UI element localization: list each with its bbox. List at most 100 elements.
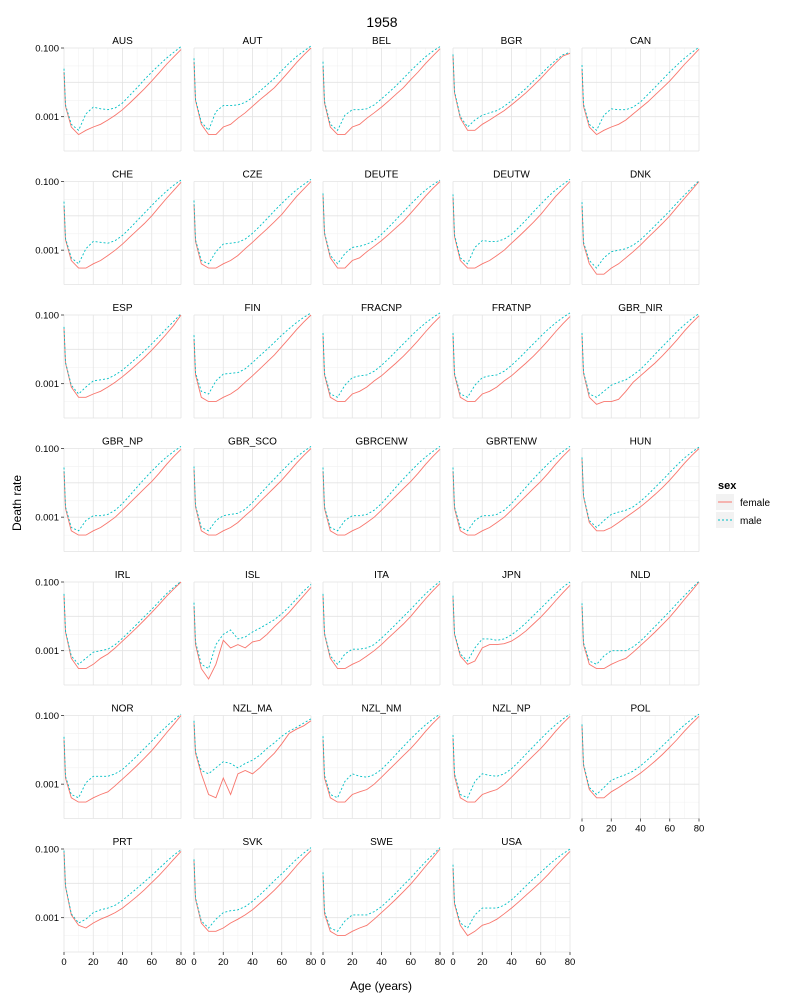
series-female-nor [63,715,182,803]
series-male-cze [193,179,312,265]
facet-label-nzl-nm: NZL_NM [361,704,401,715]
facet-panel-gbrtenw: GBRTENW [452,437,571,552]
facet-panels: AUS AUT BEL BGR CAN CHE CZE DEUTE DEUTW DNK ESP FIN… [63,36,700,953]
y-tick-label: 0.100 [35,311,59,322]
y-tick-label: 0.100 [35,44,59,55]
x-tick-label: 60 [405,957,416,968]
x-tick-label: 20 [477,957,488,968]
facet-label-aus: AUS [112,36,133,47]
facet-panel-cze: CZE [193,170,312,285]
series-female-che [63,181,182,269]
x-tick-label: 40 [247,957,258,968]
x-tick-label: 0 [191,957,196,968]
y-axis-label: Death rate [10,475,24,531]
series-female-aus [63,49,182,136]
legend-key-female: female [716,494,770,510]
legend-label-male: male [740,516,762,527]
facet-label-gbr-sco: GBR_SCO [228,437,277,448]
series-male-fratnp [452,312,571,398]
series-male-hun [581,446,700,529]
facet-panel-svk: SVK [193,837,312,953]
facet-panel-nzl-np: NZL_NP [452,704,571,819]
y-tick-label: 0.001 [35,379,59,390]
facet-panel-gbrcenw: GBRCENW [322,437,441,552]
series-male-ita [322,580,441,666]
series-female-nld [581,581,700,670]
series-female-cze [193,181,312,269]
series-male-deutw [452,179,571,265]
facet-label-deute: DEUTE [365,170,399,181]
series-male-gbr-sco [193,446,312,532]
facet-panel-nzl-nm: NZL_NM [322,704,441,819]
legend-key-male: male [716,512,762,528]
series-male-pol [581,713,700,796]
series-male-aus [63,46,182,132]
series-male-prt [63,849,182,924]
x-tick-label: 80 [694,824,705,835]
x-tick-label: 60 [276,957,287,968]
facet-panel-fin: FIN [193,303,312,419]
series-female-dnk [581,181,700,275]
facet-panel-che: CHE [63,170,182,285]
x-tick-label: 0 [61,957,66,968]
facet-label-nzl-np: NZL_NP [492,704,531,715]
series-male-can [581,46,700,132]
series-male-svk [193,847,312,929]
facet-panel-pol: POL [581,704,700,819]
series-male-bgr [452,51,571,128]
series-male-fin [193,312,312,395]
series-female-ita [322,583,441,670]
facet-label-bel: BEL [372,36,391,47]
facet-label-swe: SWE [370,837,393,848]
series-male-swe [322,847,441,932]
series-female-nzl-nm [322,715,441,803]
legend-title: sex [718,480,737,492]
facet-panel-usa: USA [452,837,571,953]
x-tick-label: 80 [435,957,446,968]
legend-label-female: female [740,498,770,509]
series-female-gbrtenw [452,448,571,536]
facet-label-gbrcenw: GBRCENW [355,437,408,448]
x-tick-label: 20 [606,824,617,835]
facet-label-nld: NLD [630,570,650,581]
y-tick-label: 0.001 [35,646,59,657]
x-tick-label: 60 [535,957,546,968]
facet-label-pol: POL [630,704,650,715]
facet-label-usa: USA [501,837,522,848]
series-male-isl [193,584,312,670]
x-tick-label: 40 [635,824,646,835]
facet-label-nor: NOR [111,704,133,715]
series-male-fracnp [322,312,441,398]
facet-label-svk: SVK [242,837,262,848]
series-female-gbr-np [63,448,182,536]
y-tick-label: 0.001 [35,246,59,257]
x-tick-label: 80 [565,957,576,968]
y-tick-label: 0.100 [35,177,59,188]
series-male-dnk [581,180,700,269]
facet-label-gbr-nir: GBR_NIR [618,303,662,314]
series-female-deutw [452,181,571,269]
y-tick-label: 0.100 [35,845,59,856]
x-tick-label: 80 [176,957,187,968]
x-tick-label: 0 [579,824,584,835]
series-male-deute [322,179,441,265]
facet-label-can: CAN [630,36,651,47]
facet-label-nzl-ma: NZL_MA [233,704,273,715]
series-male-esp [63,313,182,395]
x-tick-label: 60 [664,824,675,835]
y-tick-label: 0.001 [35,513,59,524]
series-female-nzl-ma [193,720,312,799]
facet-panel-isl: ISL [193,570,312,686]
x-tick-label: 40 [117,957,128,968]
series-female-bgr [452,52,571,131]
y-tick-label: 0.001 [35,780,59,791]
x-tick-label: 40 [506,957,517,968]
facet-panel-aut: AUT [193,36,312,152]
facet-panel-can: CAN [581,36,700,152]
x-tick-label: 0 [450,957,455,968]
y-tick-label: 0.100 [35,711,59,722]
series-female-deute [322,181,441,269]
facet-panel-dnk: DNK [581,170,700,285]
facet-panel-hun: HUN [581,437,700,552]
facet-label-fracnp: FRACNP [361,303,402,314]
